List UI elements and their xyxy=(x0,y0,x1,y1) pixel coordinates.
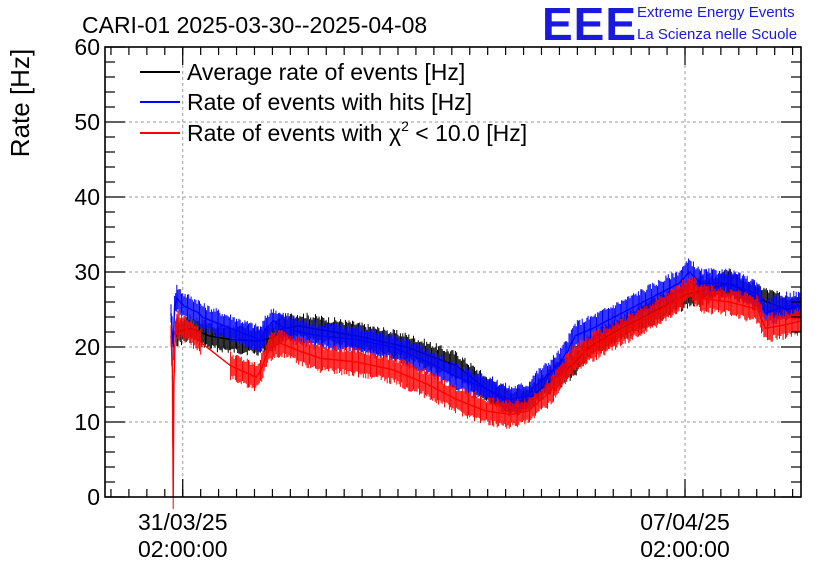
legend-label-average: Average rate of events [Hz] xyxy=(187,59,465,85)
legend: Average rate of events [Hz] Rate of even… xyxy=(140,59,527,146)
legend-label-chi2: Rate of events with χ2 < 10.0 [Hz] xyxy=(187,118,527,146)
eee-logo: EEE Extreme Energy Events La Scienza nel… xyxy=(542,0,797,50)
y-axis-title: Rate [Hz] xyxy=(5,49,35,157)
y-tick-label: 60 xyxy=(74,34,100,60)
tick-labels: 010203040506031/03/2502:00:0007/04/2502:… xyxy=(74,34,729,562)
legend-chi2-suffix: < 10.0 [Hz] xyxy=(409,120,527,146)
y-tick-label: 50 xyxy=(74,109,100,135)
x-tick-label-date: 07/04/25 xyxy=(640,509,730,535)
logo-line-2: La Scienza nelle Scuole xyxy=(637,26,797,43)
x-tick-label-date: 31/03/25 xyxy=(138,509,228,535)
y-tick-label: 30 xyxy=(74,259,100,285)
legend-label-hits: Rate of events with hits [Hz] xyxy=(187,89,472,115)
axis-ticks xyxy=(105,46,801,498)
y-tick-label: 20 xyxy=(74,334,100,360)
legend-chi2-prefix: Rate of events with χ xyxy=(187,120,401,146)
series-noise-1 xyxy=(170,258,801,413)
x-tick-label-time: 02:00:00 xyxy=(138,536,228,562)
x-tick-label-time: 02:00:00 xyxy=(640,536,730,562)
y-tick-label: 0 xyxy=(87,484,100,510)
y-tick-label: 40 xyxy=(74,184,100,210)
series-lines xyxy=(170,258,802,510)
legend-chi2-superscript: 2 xyxy=(401,118,409,134)
chart-title: CARI-01 2025-03-30--2025-04-08 xyxy=(82,12,427,38)
logo-letters: EEE xyxy=(542,0,637,50)
logo-line-1: Extreme Energy Events xyxy=(637,4,795,21)
series-noise-2 xyxy=(170,275,801,510)
y-tick-label: 10 xyxy=(74,409,100,435)
